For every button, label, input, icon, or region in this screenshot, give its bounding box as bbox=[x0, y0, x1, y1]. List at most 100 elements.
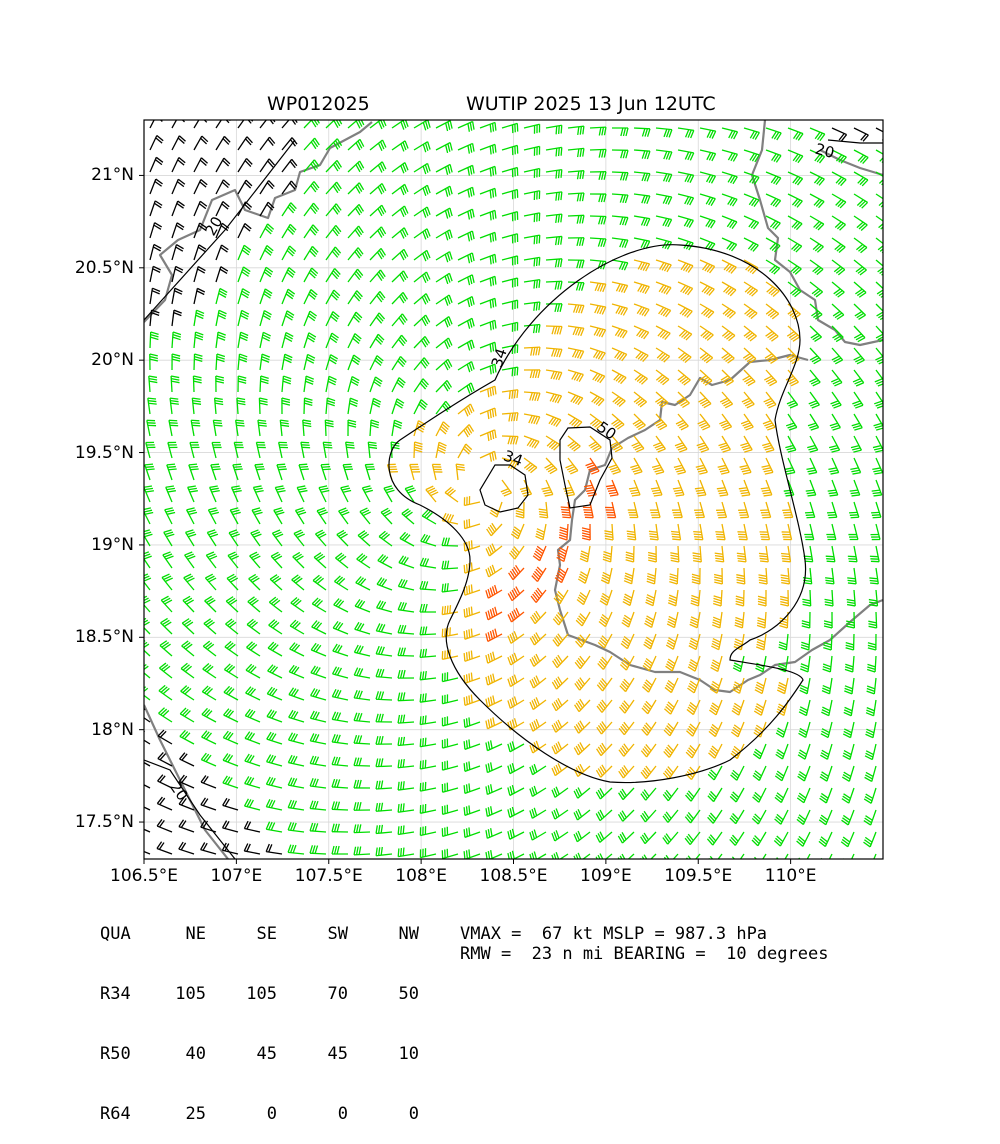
wind-barb bbox=[370, 205, 386, 216]
wind-barb bbox=[480, 254, 496, 264]
wind-barb bbox=[211, 464, 221, 480]
wind-barb bbox=[370, 270, 385, 282]
wind-barb bbox=[678, 150, 694, 160]
wind-barb bbox=[826, 524, 835, 540]
wind-barb bbox=[553, 655, 568, 668]
wind-barb bbox=[731, 766, 744, 780]
wind-barb bbox=[289, 733, 304, 744]
wind-barb bbox=[442, 739, 458, 749]
wind-barb bbox=[334, 599, 348, 612]
wind-barb bbox=[392, 249, 408, 260]
wind-barb bbox=[712, 612, 722, 628]
wind-barb bbox=[202, 686, 216, 700]
wind-barb bbox=[781, 568, 790, 584]
wind-barb bbox=[821, 700, 832, 716]
wind-barb bbox=[619, 765, 634, 778]
wind-barb bbox=[304, 311, 317, 326]
wind-barb bbox=[566, 458, 578, 474]
wind-barb bbox=[618, 810, 634, 821]
wind-barb bbox=[442, 561, 458, 569]
wind-barb bbox=[758, 590, 766, 606]
wind-barb bbox=[844, 678, 854, 694]
wind-barb bbox=[398, 670, 414, 678]
wind-barb bbox=[160, 641, 172, 656]
radius-value: 50 bbox=[348, 984, 419, 1004]
wind-barb bbox=[150, 223, 162, 238]
wind-barb bbox=[180, 753, 194, 766]
lon-tick-label: 109°E bbox=[580, 866, 632, 886]
wind-barb bbox=[508, 675, 524, 687]
lat-tick-label: 20.5°N bbox=[64, 258, 134, 278]
wind-barb bbox=[260, 246, 273, 260]
wind-barb bbox=[524, 235, 540, 244]
wind-map[interactable]: 34 34 50 20 20 20 bbox=[0, 0, 1000, 1000]
wind-barb bbox=[612, 216, 628, 225]
wind-barb bbox=[392, 356, 406, 370]
wind-barb bbox=[735, 612, 744, 628]
wind-barb bbox=[420, 760, 436, 769]
wind-barb bbox=[841, 854, 854, 869]
wind-barb bbox=[310, 756, 326, 766]
wind-barb bbox=[744, 304, 757, 319]
wind-barb bbox=[310, 823, 326, 832]
lat-tick-label: 20°N bbox=[64, 350, 134, 370]
wind-barb bbox=[304, 181, 319, 194]
wind-barb bbox=[646, 590, 656, 606]
wind-barb bbox=[420, 626, 436, 634]
wind-barb bbox=[820, 744, 832, 759]
wind-barb bbox=[854, 282, 866, 297]
wind-barb bbox=[719, 414, 731, 430]
wind-barb bbox=[779, 634, 788, 650]
wind-barb bbox=[546, 326, 562, 334]
radius-value: 45 bbox=[206, 1044, 277, 1064]
wind-barb bbox=[464, 827, 480, 837]
wind-barb bbox=[458, 444, 472, 458]
wind-barb bbox=[194, 354, 202, 370]
wind-barb bbox=[216, 332, 226, 348]
wind-barb bbox=[832, 282, 844, 297]
wind-barb bbox=[311, 666, 326, 678]
contour-label: 20 bbox=[166, 778, 192, 804]
wind-barb bbox=[730, 788, 744, 802]
wind-barb bbox=[799, 700, 810, 716]
wind-barb bbox=[775, 788, 788, 803]
wind-barb bbox=[718, 458, 729, 474]
wind-barb bbox=[202, 731, 216, 744]
header-cell: SW bbox=[277, 924, 348, 944]
wind-barb bbox=[759, 546, 768, 562]
wind-barb bbox=[539, 502, 548, 518]
wind-radii-row-r50: R50 40 45 45 10 bbox=[100, 1044, 419, 1064]
wind-barb bbox=[335, 553, 348, 568]
wind-barb bbox=[641, 810, 656, 822]
wind-barb bbox=[210, 486, 220, 502]
wind-barb bbox=[524, 436, 539, 448]
wind-barb bbox=[806, 480, 816, 496]
wind-barb bbox=[763, 414, 775, 430]
wind-barb bbox=[801, 634, 810, 650]
wind-barb bbox=[172, 136, 186, 150]
wind-barb bbox=[809, 370, 820, 386]
wind-barb bbox=[288, 822, 304, 832]
wind-barb bbox=[405, 486, 416, 502]
wind-barb bbox=[317, 508, 328, 524]
wind-barb bbox=[157, 842, 172, 854]
wind-barb bbox=[354, 846, 370, 854]
wind-barb bbox=[612, 238, 628, 248]
wind-barb bbox=[289, 710, 304, 722]
wind-barb bbox=[267, 687, 282, 700]
wind-barb bbox=[678, 172, 694, 183]
wind-barb bbox=[194, 267, 205, 282]
wind-barb bbox=[370, 377, 382, 392]
wind-barb bbox=[530, 741, 546, 753]
wind-barb bbox=[249, 574, 260, 590]
wind-barb bbox=[224, 664, 238, 678]
wind-barb bbox=[311, 688, 326, 700]
wind-barb bbox=[708, 810, 722, 823]
wind-barb bbox=[216, 202, 229, 216]
wind-barb bbox=[420, 693, 436, 702]
wind-barb bbox=[546, 236, 562, 245]
wind-barb bbox=[852, 414, 863, 430]
wind-barb bbox=[868, 634, 876, 650]
wind-barb bbox=[304, 225, 318, 238]
wind-barbs bbox=[135, 114, 890, 869]
